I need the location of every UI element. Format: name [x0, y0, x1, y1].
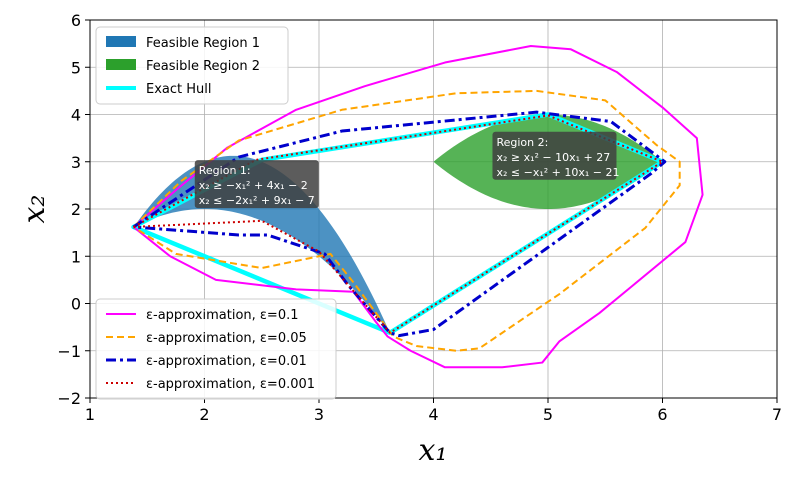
y-tick-label: 6 — [71, 11, 81, 30]
y-tick-label: 0 — [71, 295, 81, 314]
y-tick-label: −1 — [57, 342, 81, 361]
annotation-box-1 — [194, 160, 319, 209]
eps-series-2 — [132, 110, 667, 338]
legend-swatch — [106, 36, 136, 47]
annotation-line: x₂ ≤ −2x₁² + 9x₁ − 7 — [199, 194, 315, 207]
y-tick-label: 2 — [71, 200, 81, 219]
legend-top: Feasible Region 1 Feasible Region 2 Exact … — [95, 26, 289, 105]
legend-label: Exact Hull — [146, 82, 212, 97]
legend-label: ε-approximation, ε=0.1 — [146, 308, 299, 323]
y-axis-label: x₂ — [17, 195, 52, 224]
legend-label: ε-approximation, ε=0.05 — [146, 331, 307, 346]
legend-label: Feasible Region 1 — [146, 36, 260, 51]
y-tick-label: 1 — [71, 247, 81, 266]
annotations: Region 1: x₂ ≥ −x₁² + 4x₁ − 2 x₂ ≤ −2x₁² +… — [194, 131, 619, 209]
legend-frame — [95, 298, 337, 400]
x-tick-label: 2 — [199, 405, 209, 424]
x-tick-label: 7 — [772, 405, 782, 424]
x-tick-label: 5 — [543, 405, 553, 424]
x-tick-label: 3 — [314, 405, 324, 424]
annotation-box-2 — [492, 131, 617, 180]
y-tick-label: −2 — [57, 389, 81, 408]
legend-bottom: ε-approximation, ε=0.1 ε-approximation, ε… — [95, 298, 337, 400]
x-tick-label: 1 — [85, 405, 95, 424]
annotation-line: x₂ ≤ −x₁² + 10x₁ − 21 — [496, 166, 619, 179]
y-tick-label: 4 — [71, 106, 81, 125]
legend-frame — [95, 26, 289, 105]
y-tick-label: 3 — [71, 153, 81, 172]
annotation-line: x₂ ≥ −x₁² + 4x₁ − 2 — [199, 179, 308, 192]
legend-swatch — [106, 59, 136, 70]
legend-label: ε-approximation, ε=0.01 — [146, 354, 307, 369]
x-axis-label: x₁ — [419, 433, 448, 468]
ticks: 1 2 3 4 5 6 7 −2 −1 0 1 2 3 4 5 6 — [57, 11, 782, 424]
y-tick-label: 5 — [71, 58, 81, 77]
annotation-line: x₂ ≥ x₁² − 10x₁ + 27 — [496, 151, 610, 164]
legend-label: ε-approximation, ε=0.001 — [146, 377, 315, 392]
eps-series-1 — [132, 89, 681, 352]
annotation-line: Region 2: — [496, 136, 548, 149]
eps-series-0 — [132, 44, 704, 369]
legend-label: Feasible Region 2 — [146, 59, 260, 74]
x-tick-label: 4 — [428, 405, 438, 424]
annotation-line: Region 1: — [199, 164, 251, 177]
x-tick-label: 6 — [657, 405, 667, 424]
